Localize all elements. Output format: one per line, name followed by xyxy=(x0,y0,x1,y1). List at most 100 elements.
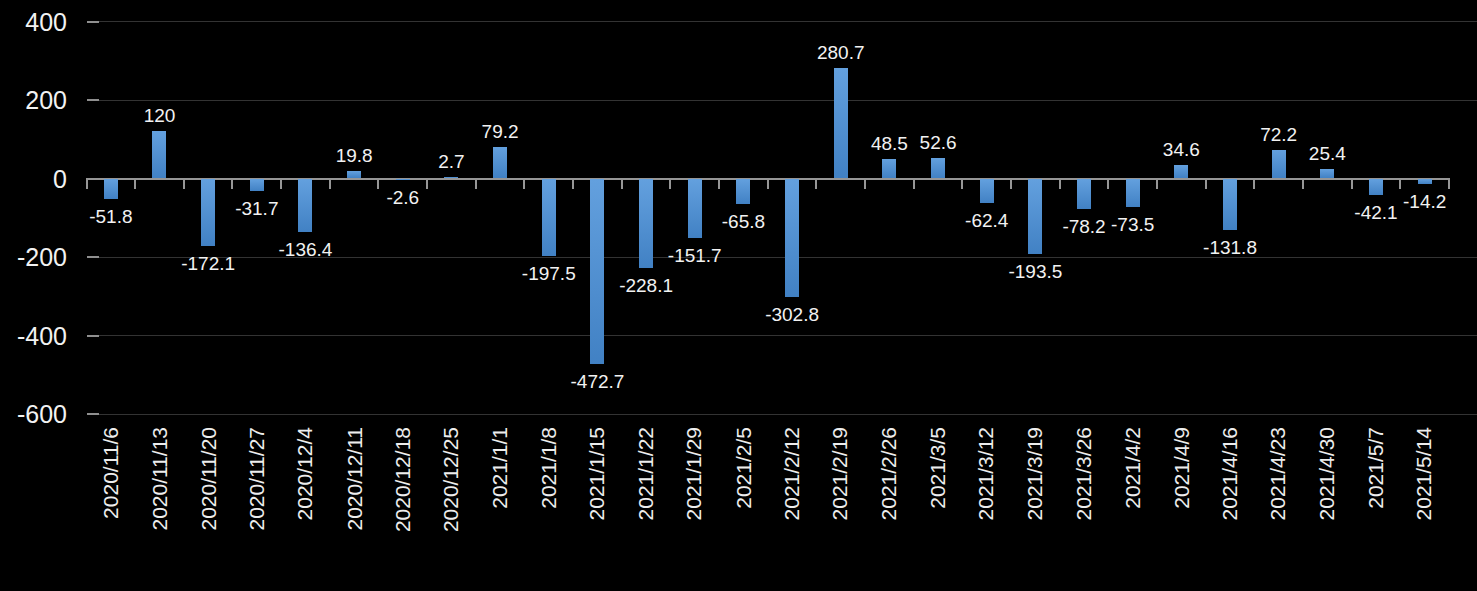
bar-value-label: 120 xyxy=(114,105,204,127)
gridline xyxy=(87,21,1477,22)
y-axis-tick xyxy=(87,335,99,337)
axis-tick xyxy=(1302,178,1304,189)
x-axis-category-label: 2020/12/4 xyxy=(292,427,318,520)
bar-value-label: -172.1 xyxy=(163,253,253,275)
bar xyxy=(444,177,458,178)
x-axis-category-label: 2020/11/20 xyxy=(195,427,221,531)
y-axis-tick-label: -200 xyxy=(0,242,67,272)
axis-tick xyxy=(669,178,671,189)
y-axis-tick xyxy=(87,21,99,23)
bar xyxy=(1126,179,1140,208)
y-axis-tick-label: -400 xyxy=(0,321,67,351)
bar xyxy=(493,147,507,178)
axis-tick xyxy=(1399,178,1401,189)
bar-value-label: -31.7 xyxy=(212,198,302,220)
bar-value-label: 280.7 xyxy=(796,42,886,64)
axis-tick xyxy=(523,178,525,189)
y-axis-tick-label: -600 xyxy=(0,399,67,429)
x-axis-category-label: 2021/2/19 xyxy=(828,427,854,520)
x-axis-category-label: 2020/12/11 xyxy=(341,427,367,531)
bar-value-label: -136.4 xyxy=(260,239,350,261)
axis-tick xyxy=(1107,178,1109,189)
bar-value-label: -197.5 xyxy=(504,263,594,285)
axis-tick xyxy=(1351,178,1353,189)
axis-tick xyxy=(913,178,915,189)
bar-value-label: 19.8 xyxy=(309,145,399,167)
bar-value-label: -2.6 xyxy=(358,187,448,209)
x-axis-category-label: 2021/2/5 xyxy=(730,427,756,509)
chart-background: 400 200 0 -200 -400 -600 -51.8 2020/11/6 120 2020… xyxy=(0,0,1477,591)
axis-tick xyxy=(572,178,574,189)
x-axis-category-label: 2021/2/12 xyxy=(779,427,805,520)
bar xyxy=(1320,169,1334,179)
x-axis-category-label: 2021/2/26 xyxy=(876,427,902,520)
bar xyxy=(931,158,945,179)
x-axis-category-label: 2020/11/27 xyxy=(244,427,270,531)
bar xyxy=(1077,179,1091,210)
x-axis-category-label: 2021/4/9 xyxy=(1168,427,1194,509)
bar-value-label: 79.2 xyxy=(455,121,545,143)
bar-value-label: -51.8 xyxy=(66,206,156,228)
bar-value-label: -151.7 xyxy=(650,245,740,267)
x-axis-category-label: 2021/4/16 xyxy=(1217,427,1243,520)
bar xyxy=(834,68,848,178)
axis-tick xyxy=(1448,178,1450,189)
x-axis-category-label: 2021/5/14 xyxy=(1412,427,1438,520)
x-axis-category-label: 2021/1/15 xyxy=(584,427,610,520)
bar xyxy=(542,179,556,257)
x-axis-category-label: 2021/3/19 xyxy=(1022,427,1048,520)
x-axis-category-label: 2021/4/30 xyxy=(1314,427,1340,520)
y-axis-tick-label: 200 xyxy=(0,85,67,115)
x-axis-category-label: 2021/1/29 xyxy=(682,427,708,520)
x-axis-category-label: 2021/5/7 xyxy=(1363,427,1389,509)
y-axis-tick-label: 400 xyxy=(0,7,67,37)
bar xyxy=(152,131,166,178)
bar xyxy=(347,171,361,179)
axis-tick xyxy=(475,178,477,189)
bar-chart: 400 200 0 -200 -400 -600 -51.8 2020/11/6 120 2020… xyxy=(0,0,1477,591)
x-axis-category-label: 2020/11/6 xyxy=(98,427,124,519)
bar-value-label: 2.7 xyxy=(406,151,496,173)
bar-value-label: 34.6 xyxy=(1136,139,1226,161)
bar-value-label: 25.4 xyxy=(1282,143,1372,165)
bar xyxy=(785,179,799,298)
bar xyxy=(298,179,312,233)
x-axis-category-label: 2021/1/1 xyxy=(487,427,513,509)
bar-value-label: -14.2 xyxy=(1380,191,1470,213)
x-axis-category-label: 2021/3/12 xyxy=(974,427,1000,520)
axis-tick xyxy=(815,178,817,189)
y-axis-tick xyxy=(87,256,99,258)
axis-tick xyxy=(1253,178,1255,189)
y-axis-tick xyxy=(87,99,99,101)
x-axis-category-label: 2021/3/5 xyxy=(925,427,951,509)
y-axis-tick-label: 0 xyxy=(0,164,67,194)
axis-tick xyxy=(329,178,331,189)
bar xyxy=(736,179,750,205)
gridline xyxy=(87,414,1477,415)
bar-value-label: -193.5 xyxy=(990,261,1080,283)
x-axis-category-label: 2020/12/25 xyxy=(438,427,464,532)
axis-tick xyxy=(134,178,136,189)
bar-value-label: -131.8 xyxy=(1185,237,1275,259)
bar xyxy=(882,159,896,178)
axis-tick xyxy=(231,178,233,189)
axis-tick xyxy=(961,178,963,189)
bar-value-label: -73.5 xyxy=(1088,214,1178,236)
axis-tick xyxy=(621,178,623,189)
bar-value-label: -65.8 xyxy=(698,211,788,233)
x-axis-category-label: 2021/3/26 xyxy=(1071,427,1097,520)
bar xyxy=(1174,165,1188,179)
bar-value-label: -302.8 xyxy=(747,304,837,326)
bar xyxy=(396,179,410,180)
axis-tick xyxy=(1205,178,1207,189)
axis-tick xyxy=(280,178,282,189)
bar xyxy=(1418,179,1432,185)
bar xyxy=(590,179,604,365)
axis-tick xyxy=(1156,178,1158,189)
x-axis-category-label: 2021/4/23 xyxy=(1266,427,1292,520)
x-axis-category-label: 2020/12/18 xyxy=(390,427,416,532)
bar xyxy=(104,179,118,199)
axis-tick xyxy=(864,178,866,189)
x-axis-category-label: 2020/11/13 xyxy=(147,427,173,531)
x-axis-category-label: 2021/1/22 xyxy=(633,427,659,520)
